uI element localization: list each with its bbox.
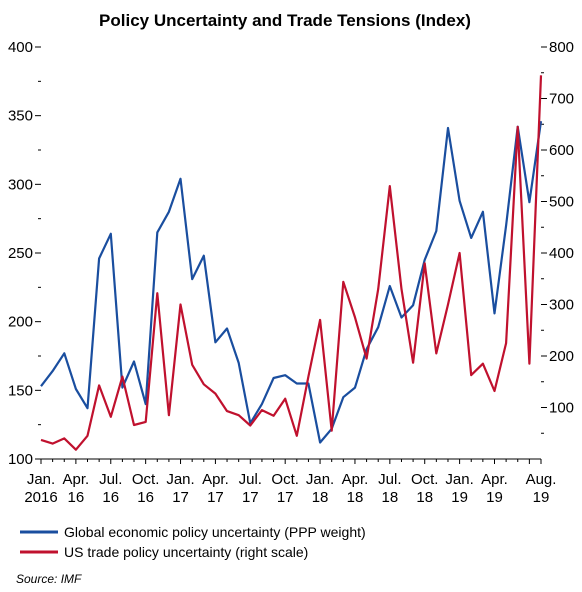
left-tick-label: 200	[8, 314, 33, 331]
source-note: Source: IMF	[16, 572, 82, 586]
x-tick-label-year: 18	[381, 489, 398, 506]
left-axis: 100 150 200 250 300 350 400	[8, 39, 41, 468]
right-tick-label: 500	[549, 194, 574, 211]
right-tick-label: 700	[549, 91, 574, 108]
x-tick-label-year: 17	[242, 489, 259, 506]
legend-label-global: Global economic policy uncertainty (PPP …	[64, 524, 366, 540]
x-tick-label-year: 16	[102, 489, 119, 506]
x-tick-label-year: 19	[486, 489, 503, 506]
legend-label-us: US trade policy uncertainty (right scale…	[64, 544, 308, 560]
x-tick-label-month: Jul.	[99, 471, 122, 488]
right-tick-label: 800	[549, 39, 574, 56]
x-tick-label-year: 17	[277, 489, 294, 506]
x-tick-label-year: 17	[172, 489, 189, 506]
x-tick-label-year: 16	[137, 489, 154, 506]
x-tick-label-month: Jul.	[378, 471, 401, 488]
left-tick-label: 100	[8, 451, 33, 468]
right-tick-label: 300	[549, 297, 574, 314]
x-tick-label-month: Oct.	[271, 471, 299, 488]
x-tick-label-month: Aug.	[526, 471, 557, 488]
x-tick-label-month: Apr.	[481, 471, 508, 488]
legend: Global economic policy uncertainty (PPP …	[20, 524, 366, 560]
x-tick-label-month: Apr.	[63, 471, 90, 488]
right-tick-label: 100	[549, 400, 574, 417]
x-tick-label-year: 18	[347, 489, 364, 506]
left-tick-label: 150	[8, 382, 33, 399]
right-tick-label: 600	[549, 142, 574, 159]
series-layer	[40, 75, 543, 451]
right-axis: 100 200 300 400 500 600 700 800	[541, 39, 574, 434]
left-tick-label: 300	[8, 176, 33, 193]
x-tick-label-year: 18	[416, 489, 433, 506]
x-tick-label-year: 19	[451, 489, 468, 506]
x-tick-label-year: 18	[312, 489, 329, 506]
x-tick-label-month: Apr.	[202, 471, 229, 488]
x-tick-label-month: Jan.	[27, 471, 55, 488]
x-tick-label-month: Jan.	[166, 471, 194, 488]
left-tick-label: 250	[8, 245, 33, 262]
right-tick-label: 200	[549, 348, 574, 365]
x-tick-label-month: Oct.	[132, 471, 160, 488]
series-line-global	[40, 121, 543, 444]
series-line-us	[40, 75, 543, 451]
x-tick-label-year: 16	[68, 489, 85, 506]
right-tick-label: 400	[549, 245, 574, 262]
x-tick-label-month: Apr.	[342, 471, 369, 488]
x-tick-label-month: Jan.	[306, 471, 334, 488]
x-axis: Jan.2016Apr.16Jul.16Oct.16Jan.17Apr.17Ju…	[24, 459, 556, 506]
left-tick-label: 400	[8, 39, 33, 56]
x-tick-label-month: Jan.	[445, 471, 473, 488]
x-tick-label-month: Oct.	[411, 471, 439, 488]
x-tick-label-year: 17	[207, 489, 224, 506]
x-tick-label-year: 19	[533, 489, 550, 506]
x-tick-label-year: 2016	[24, 489, 57, 506]
left-tick-label: 350	[8, 108, 33, 125]
x-tick-label-month: Jul.	[239, 471, 262, 488]
chart-title: Policy Uncertainty and Trade Tensions (I…	[99, 11, 471, 30]
